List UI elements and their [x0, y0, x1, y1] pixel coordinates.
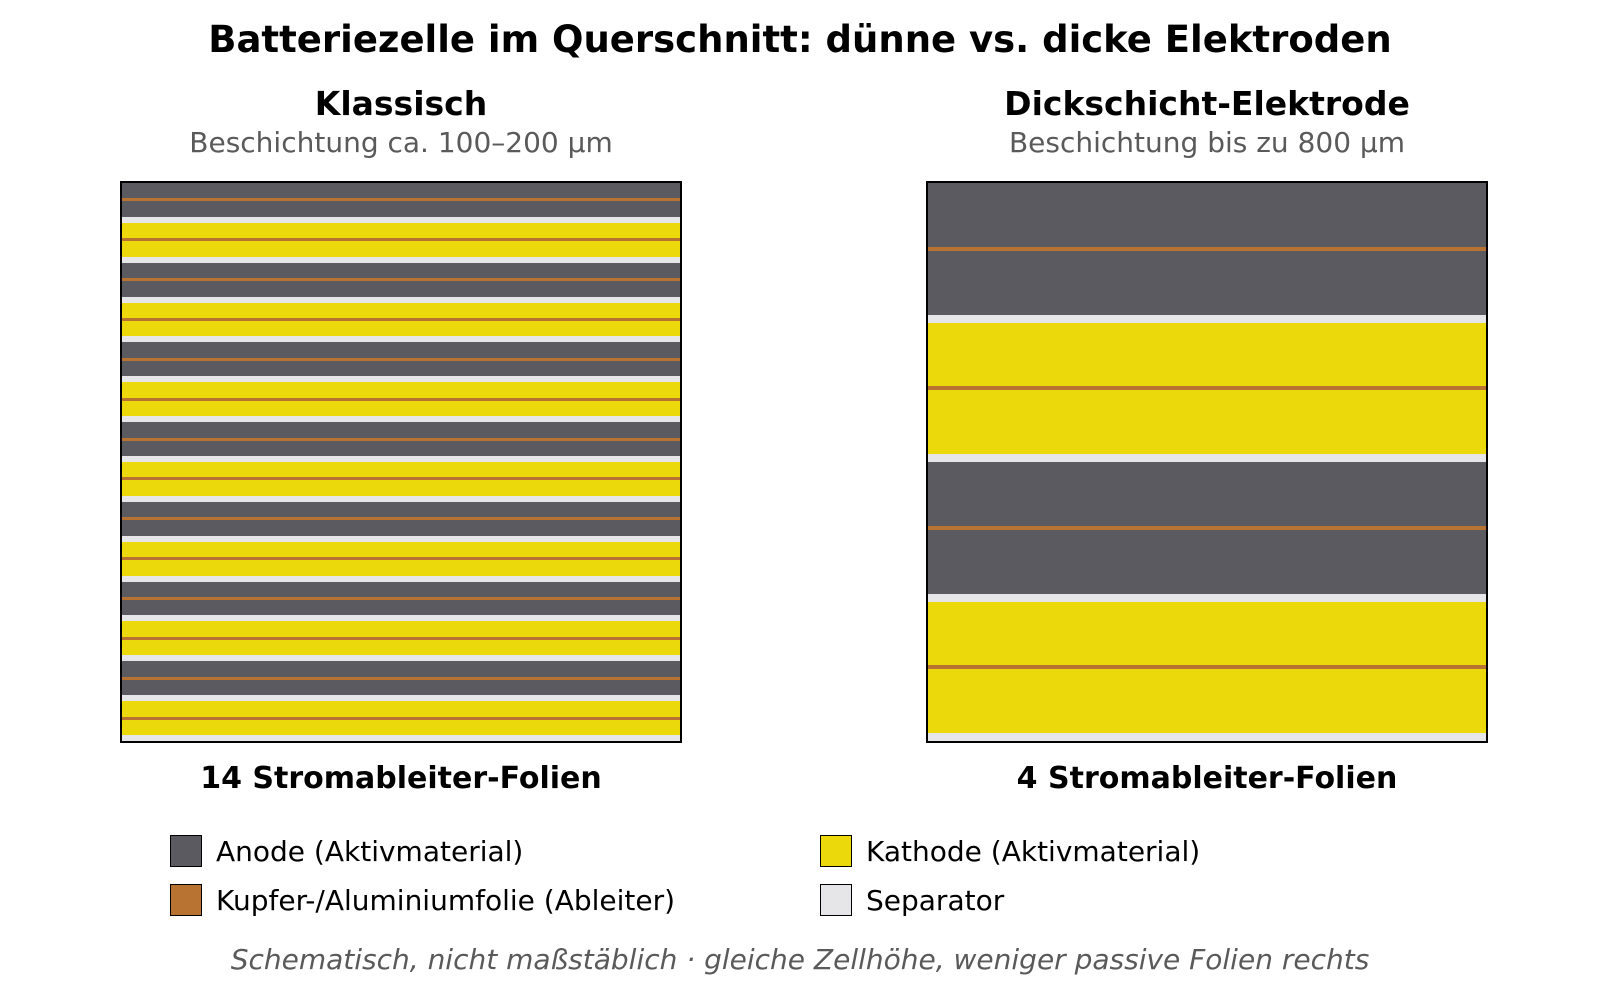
right-foil-count: 4 Stromableiter-Folien [1016, 761, 1398, 796]
legend-item-anode: Anode (Aktivmaterial) [170, 833, 523, 869]
current-collector-foil [122, 198, 680, 202]
legend-item-foil: Kupfer-/Aluminiumfolie (Ableiter) [170, 882, 675, 918]
current-collector-foil [928, 525, 1486, 530]
current-collector-foil [928, 386, 1486, 391]
left-panel-subtitle: Beschichtung ca. 100–200 µm [189, 126, 613, 159]
legend-item-cathode: Kathode (Aktivmaterial) [820, 833, 1200, 869]
current-collector-foil [122, 517, 680, 521]
current-collector-foil [122, 318, 680, 321]
current-collector-foil [122, 238, 680, 242]
current-collector-foil [122, 676, 680, 680]
right-panel-title: Dickschicht-Elektrode [1004, 84, 1410, 123]
current-collector-foil [122, 557, 680, 561]
current-collector-foil [928, 665, 1486, 670]
current-collector-foil [928, 246, 1486, 251]
separator-swatch [820, 884, 852, 916]
current-collector-foil [122, 437, 680, 441]
legend-label-separator: Separator [866, 883, 1005, 917]
current-collector-foil [122, 636, 680, 640]
current-collector-foil [122, 477, 680, 481]
thick-electrode-cell-stack [926, 181, 1488, 743]
current-collector-foil [122, 278, 680, 282]
current-collector-foil [122, 357, 680, 361]
right-panel-subtitle: Beschichtung bis zu 800 µm [1008, 126, 1406, 159]
current-collector-foil [122, 397, 680, 401]
left-foil-count: 14 Stromableiter-Folien [200, 761, 602, 796]
cathode-swatch [820, 835, 852, 867]
current-collector-foil [122, 716, 680, 720]
legend-label-cathode: Kathode (Aktivmaterial) [866, 834, 1201, 868]
anode-swatch [170, 835, 202, 867]
diagram-title: Batteriezelle im Querschnitt: dünne vs. … [208, 18, 1392, 61]
left-panel-title: Klassisch [314, 84, 488, 123]
foil-swatch [170, 884, 202, 916]
footnote: Schematisch, nicht maßstäblich · gleiche… [230, 943, 1370, 976]
current-collector-foil [122, 597, 680, 600]
legend-label-foil: Kupfer-/Aluminiumfolie (Ableiter) [216, 883, 676, 917]
classic-cell-stack [120, 181, 682, 743]
legend-label-anode: Anode (Aktivmaterial) [216, 834, 524, 868]
legend-item-separator: Separator [820, 882, 1004, 918]
